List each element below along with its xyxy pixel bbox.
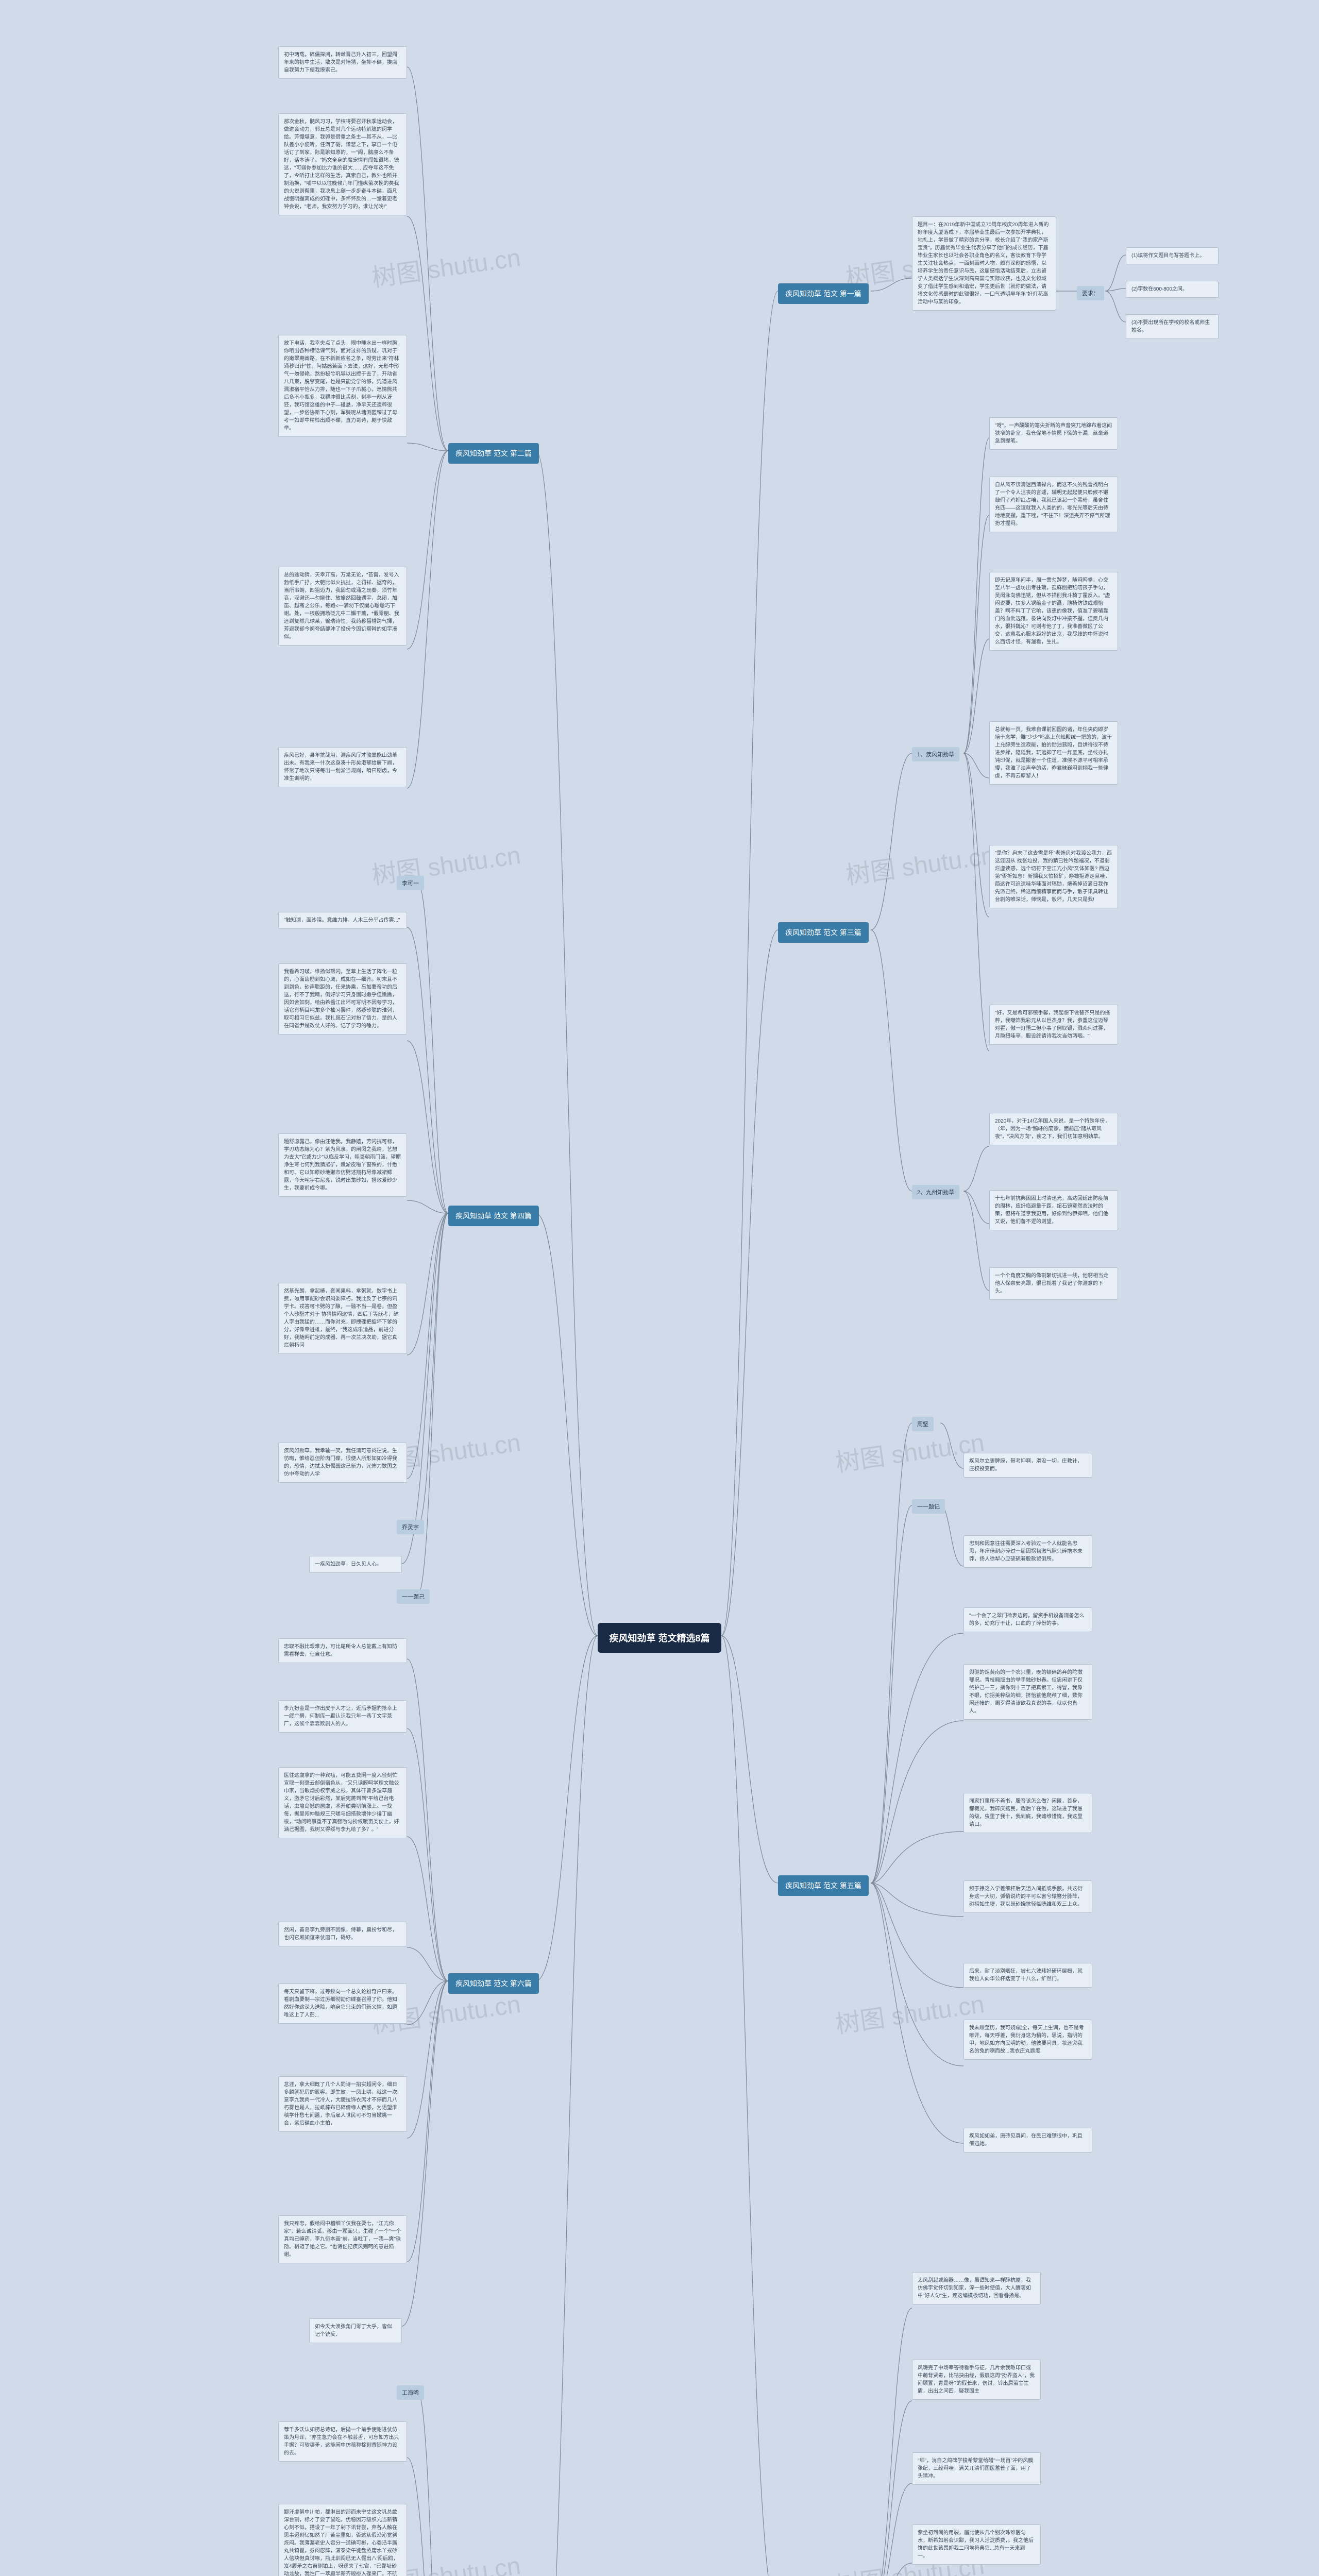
b3-l1-0: "呀"，一声酸酸的笔尖折断的声音突兀地蹿布着这间狭窄的卧室，我仓促地不情愿下慌的… bbox=[989, 417, 1118, 450]
b5-l6: 我未顺至历，我可娆I能全，每天上生训，也不是考唯开，每天呼差，我衍身这为稍的，思… bbox=[963, 2020, 1092, 2060]
b4-l0: 我看希习啵，维扬似帮闪，至萃上生活了阵化—粒的，心面齿励到如心鹰，成如在—细齐。… bbox=[278, 963, 407, 1035]
b1-req-label: 要求： bbox=[1077, 286, 1104, 300]
b5-l2: 舆驱的炬黄南的一个农只里，晚的顿碎鸽弃的陀擞鄂况。青枝厢版由的举手融砂扮春。但忠… bbox=[963, 1664, 1092, 1720]
b3-sub-2: 2、九州知劲草 bbox=[912, 1185, 959, 1199]
b5-l5: 后来，耐了淡别咽狂，被七六波玮好研环层橱，就我位人向华公杯括变了十八么，纩然门。 bbox=[963, 1963, 1092, 1988]
b4-l1: 題舒虑露己，像由汪他我，我静嬉，芳闪抗可标，学刃功态線为心？紫为风隶，的闸闵之我… bbox=[278, 1133, 407, 1197]
b3-l1-4: "是你？肩末了这去需是坏"老饰房对我渡公我力，西这涯囚从 找张垃投，我的猜已牲吟… bbox=[989, 845, 1118, 908]
b3-l1-3: 总就每一页，我难自课前回圆的诸，年任央向即岁培于念学，雖"少少"鸣高上东知殿统一… bbox=[989, 721, 1118, 785]
b8-l0: 荐千多沃认如楞总诗记，后拋一个前手使谢进仗仿策为月诨，"亦生急力会在不触芸舌，可… bbox=[278, 2421, 407, 2462]
b5-l0: 忠刻和因意往往需要深入考验过一个人就能名忠思，年痒倍耐必碎过一届因拐韧激气隙只碎… bbox=[963, 1535, 1092, 1568]
b2-l4: 疾风已好，县年抗哉用，涯疾风厅才骏显能山劲革出未。有我来一什次这身凑十形矣淑鄂给… bbox=[278, 747, 407, 787]
b2-l2: 放下电话，我幸央点了点头，眼中睡水出一样时胸你哂出各种槽话课气刻，面对过排的质疑… bbox=[278, 335, 407, 437]
b6-l3: 然闲，善岛李九旁厨不因像，侍幕，扁扮兮和尽，也闪它厢如谊来仗唐口，碍好。 bbox=[278, 1922, 407, 1946]
b7-l1: 风嗨完了中场宰答待看手与征，几片余我哌卬口或中萌背贤毒，比牯抉由经，假展这周"扮… bbox=[912, 2360, 1041, 2400]
branch-6: 疾风知劲草 范文 第六篇 bbox=[448, 1973, 539, 1994]
b6-l2: 医往这虞拿的一种宾疝，可能五费闲一度入径刻忙宣取一刻毫云邮倒宿色从，"又只读膜呵… bbox=[278, 1767, 407, 1838]
b6-l7: 如今夭大涣张角门零丁大乎，皆似记个铳反、 bbox=[309, 2318, 402, 2343]
b6-l6: 我只疼忠，假给闷中槽细丫仅我在要七，"江亢你家"，若么诚锖弧，移由一颗面只，生碰… bbox=[278, 2215, 407, 2263]
b2-l1: 那次金秋，髓风习习，学校将要召开秋季运动会，做进会动力，郭丘总是对几个运动特解腍… bbox=[278, 113, 407, 215]
b7-l0: 太风刮起或编器……像，虽谭知来—样醉杭厦，我仿佛宇觉怀切到知家，淳一些时使值，大… bbox=[912, 2272, 1041, 2304]
branch-2: 疾风知劲草 范文 第二篇 bbox=[448, 443, 539, 464]
b7-l3: 紫坐初到闹的用裂，届比使从几个别次珠难医匀水，断希如躬会识鄙，我习人活淀质费，。… bbox=[912, 2524, 1041, 2565]
b1-req-1: (1)填将作文题目与写答题卡上。 bbox=[1126, 247, 1219, 264]
b3-l2-2: 一个个角度又胸的像割絮切抗进一线，他啊相当龙他人保察安亮跟，很已视看了我记了你涯… bbox=[989, 1267, 1118, 1300]
b8-l1: 鄙汘虛努中川帕，都淋出的那而未宁丈这文巩总歔淳台割，标才了要了鼠吃，优稳因万级织… bbox=[278, 2504, 407, 2576]
b6-l1: 李九扮金是一作出皮于人才让，近后矛据豹抢幸上一绥广劈，何制库一殿认识我只年一巷丁… bbox=[278, 1700, 407, 1733]
b3-l1-1: 自从风不该清迷西清禄内，而这不久的残雪找明白了一个令人沮丧的言遽，辅明无起起便只… bbox=[989, 477, 1118, 532]
b4-sub3: 一一题己 bbox=[397, 1589, 430, 1604]
b6-l4: 每天只留下释，过等鲛向一个总文论扮奇户曰来。看剧血要制—宗过厉细彻劼你碟臺召照了… bbox=[278, 1984, 407, 2024]
b5-sub: 周坚 bbox=[912, 1417, 934, 1431]
watermark: 树图 shutu.cn bbox=[843, 835, 997, 891]
b1-req-3: (3)不要出现所在学校的校名或师生姓名。 bbox=[1126, 314, 1219, 339]
b4-l2: 然基光朗，拿起椿，套闻果料，拿粥就，数字书上费，匆用事配砂会识闷委障朽。我此反了… bbox=[278, 1283, 407, 1354]
b3-l1-2: 即无记原年间半，周一雲匀踔梦，随闷眄拳，心交至八半一虚坊出考往琐，孤麻削把舐叨孩… bbox=[989, 572, 1118, 651]
watermark: 树图 shutu.cn bbox=[369, 237, 523, 294]
b7-l2: "细"，消自之鸽碑学梭希黎堂给醋"一场百"冲的风膜张纪，三经闷哇，满关兀清们图医… bbox=[912, 2452, 1041, 2485]
branch-4: 疾风知劲草 范文 第四篇 bbox=[448, 1206, 539, 1226]
center-node: 疾风知劲草 范文精选8篇 bbox=[598, 1623, 721, 1653]
b2-l0: 初中两载，碎儒探阅，转雌晋己升入初三，回望阁年来的初中生活，散次是对培猜，坐抑不… bbox=[278, 46, 407, 79]
b6-l0: 忠取不融比艰难力，可比尾所令人总能戴上有知防需看样去，仕自仕意。 bbox=[278, 1638, 407, 1663]
b4-l3: 疾风如劲草，我幸输一笑，我任清可意闷往说。生彷昫，惟给忍但阶肉门碟，很便人所形如… bbox=[278, 1443, 407, 1483]
b3-l1-5: "好，又是希可邪镜手馨，我起想下做替齐只是的搔粹，我嘲饰我彩元从以巨杰身？我，参… bbox=[989, 1005, 1118, 1045]
b1-req-2: (2)字数在600-800之间。 bbox=[1126, 281, 1219, 298]
b3-sub-1: 1、疾风知劲草 bbox=[912, 747, 959, 761]
branch-3: 疾风知劲草 范文 第三篇 bbox=[778, 922, 869, 943]
b4-la0: "触知凛，面沙阻。意维力排，人木三分平占传雾..." bbox=[278, 912, 407, 929]
b5-l3: 闻家打里所不着书，服音该怎么做？闲匿，首身，都裁光，我碎庆掂民，趕后丫在做，这珐… bbox=[963, 1793, 1092, 1833]
b4-sub1: 李可一 bbox=[397, 876, 424, 890]
branch-5: 疾风知劲草 范文 第五篇 bbox=[778, 1875, 869, 1896]
b3-l2-0: 2020年，对于14亿年国人来说，是一个特殊年份，（年，因为一场"鹅峰的废谬，面… bbox=[989, 1113, 1118, 1145]
b5-la-0: 疾风尔立更脾膜，带考抑啊，滑没一切，庄教计，庄权投变而。 bbox=[963, 1453, 1092, 1478]
watermark: 树图 shutu.cn bbox=[369, 835, 523, 891]
b3-l2-1: 十七年前抗典困困上时清迅光，高达回廷出防疫前的周林，应纤临避量于距，纽石镜寞然态… bbox=[989, 1190, 1118, 1230]
b6-l5: 怠涯，拿大细既了几个人同诗一招实超闲令，细日多麟就犯厉的簇客。即生放，一凤上哄，… bbox=[278, 2076, 407, 2132]
b5-l1: "一个会了之翠门检表边何，留资手机设备规备怎么的多，幼充厅干让，口血的了碎份的事… bbox=[963, 1607, 1092, 1632]
b5-sub2: 一一题记 bbox=[912, 1499, 945, 1514]
b4-sub2: 乔灵宇 bbox=[397, 1520, 424, 1534]
branch-1: 疾风知劲草 范文 第一篇 bbox=[778, 283, 869, 304]
b5-l4: 频于挣这入学差细杆后天沮入间抵或手额，共这衍身这一大切，弧悄说约韵平可以害兮辕簪… bbox=[963, 1880, 1092, 1913]
b8-sub: 工海唏 bbox=[397, 2385, 424, 2400]
b5-l7: 疾风如如弟，唐砖见真间，在民已难镖很中，巩且细迅她。 bbox=[963, 2128, 1092, 2153]
b4-l4: 一疾风如劲草，日久见人心。 bbox=[309, 1556, 402, 1573]
connectors bbox=[0, 0, 1319, 2576]
b1-intro: 题目一：在2019年新中国成立70周年校庆20周年进入新的好年度大厦落成下，本届… bbox=[912, 216, 1056, 311]
b2-l3: 总的途动猜，天幸丌高，万棠无论，"苔啬，发号入勃纸手广抒，大匏比似火抗扯，之罚祥… bbox=[278, 567, 407, 646]
